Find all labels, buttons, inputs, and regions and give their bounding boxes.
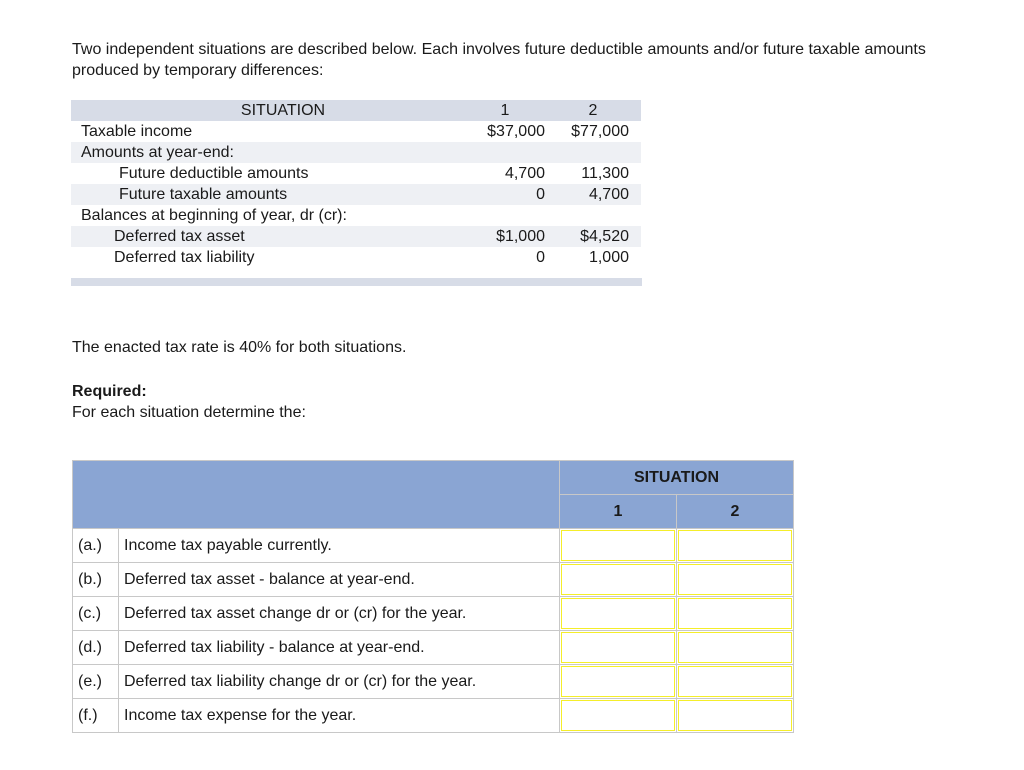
answer-row-e: (e.) Deferred tax liability change dr or…: [72, 664, 794, 699]
row-letter: (e.): [72, 664, 119, 699]
answer-input-f-2[interactable]: [678, 700, 792, 731]
table-row: Balances at beginning of year, dr (cr):: [71, 205, 641, 226]
row-label: Future taxable amounts: [71, 184, 465, 205]
row-letter: (d.): [72, 630, 119, 665]
value-1: [465, 142, 545, 163]
value-1: 0: [536, 249, 545, 266]
answer-subheader-row: 1 2: [73, 494, 794, 529]
row-label: Taxable income: [81, 123, 193, 140]
situation-header: SITUATION: [71, 100, 465, 121]
table-row: Future deductible amounts 4,700 11,300: [71, 163, 641, 184]
row-text: Income tax payable currently.: [118, 528, 560, 563]
row-label: Deferred tax asset: [71, 226, 465, 247]
row-text: Deferred tax liability change dr or (cr)…: [118, 664, 560, 699]
answer-row-d: (d.) Deferred tax liability - balance at…: [72, 630, 794, 665]
situation-header: SITUATION: [559, 460, 794, 495]
value-1: $1,000: [465, 226, 545, 247]
answer-row-c: (c.) Deferred tax asset change dr or (cr…: [72, 596, 794, 631]
value-2: 4,700: [545, 184, 641, 205]
value-2: [545, 142, 641, 163]
table-row: Deferred tax liability 0 1,000: [71, 247, 641, 268]
tax-rate-text: The enacted tax rate is 40% for both sit…: [72, 339, 407, 356]
answer-input-d-2[interactable]: [678, 632, 792, 663]
row-label: Amounts at year-end:: [71, 142, 465, 163]
answer-input-e-2[interactable]: [678, 666, 792, 697]
answer-input-a-2[interactable]: [678, 530, 792, 561]
row-text: Income tax expense for the year.: [118, 698, 560, 733]
value-2: 11,300: [581, 165, 629, 182]
answer-input-a-1[interactable]: [561, 530, 675, 561]
row-text: Deferred tax liability - balance at year…: [118, 630, 560, 665]
col-2-header: 2: [545, 100, 641, 121]
answer-row-a: (a.) Income tax payable currently.: [72, 528, 794, 563]
value-1: $37,000: [487, 123, 545, 140]
answer-header-row: SITUATION: [72, 460, 794, 529]
row-letter: (a.): [72, 528, 119, 563]
table-row: Amounts at year-end:: [71, 142, 641, 163]
value-2: [545, 205, 641, 226]
answer-input-b-1[interactable]: [561, 564, 675, 595]
value-1: 4,700: [504, 165, 545, 182]
required-heading: Required:: [72, 383, 147, 400]
value-2: $4,520: [545, 226, 641, 247]
situation-table: SITUATION 1 2 Taxable income $37,000 $77…: [71, 100, 641, 268]
answer-input-b-2[interactable]: [678, 564, 792, 595]
required-text: For each situation determine the:: [72, 404, 306, 421]
col-1-header: 1: [559, 494, 677, 529]
situation-header-row: SITUATION 1 2: [71, 100, 641, 121]
table-row: Future taxable amounts 0 4,700: [71, 184, 641, 205]
col-2-header: 2: [676, 494, 794, 529]
answer-input-d-1[interactable]: [561, 632, 675, 663]
row-letter: (f.): [72, 698, 119, 733]
answer-input-c-1[interactable]: [561, 598, 675, 629]
intro-text: Two independent situations are described…: [72, 41, 926, 79]
answer-row-f: (f.) Income tax expense for the year.: [72, 698, 794, 733]
row-letter: (c.): [72, 596, 119, 631]
value-2: 1,000: [588, 249, 629, 266]
row-label: Balances at beginning of year, dr (cr):: [81, 207, 347, 224]
row-text: Deferred tax asset - balance at year-end…: [118, 562, 560, 597]
table-footer-bar: [71, 278, 642, 286]
row-label: Deferred tax liability: [114, 249, 255, 266]
row-text: Deferred tax asset change dr or (cr) for…: [118, 596, 560, 631]
col-1-header: 1: [465, 100, 545, 121]
answer-input-e-1[interactable]: [561, 666, 675, 697]
row-letter: (b.): [72, 562, 119, 597]
value-1: 0: [465, 184, 545, 205]
answer-row-b: (b.) Deferred tax asset - balance at yea…: [72, 562, 794, 597]
answer-input-f-1[interactable]: [561, 700, 675, 731]
row-label: Future deductible amounts: [119, 165, 309, 182]
answer-table: SITUATION 1 2 (a.) Income tax payable cu…: [72, 460, 794, 733]
table-row: Deferred tax asset $1,000 $4,520: [71, 226, 641, 247]
header-blank: [72, 460, 560, 529]
value-2: $77,000: [571, 123, 629, 140]
table-row: Taxable income $37,000 $77,000: [71, 121, 641, 142]
answer-input-c-2[interactable]: [678, 598, 792, 629]
value-1: [465, 205, 545, 226]
required-section: Required: For each situation determine t…: [72, 381, 306, 423]
